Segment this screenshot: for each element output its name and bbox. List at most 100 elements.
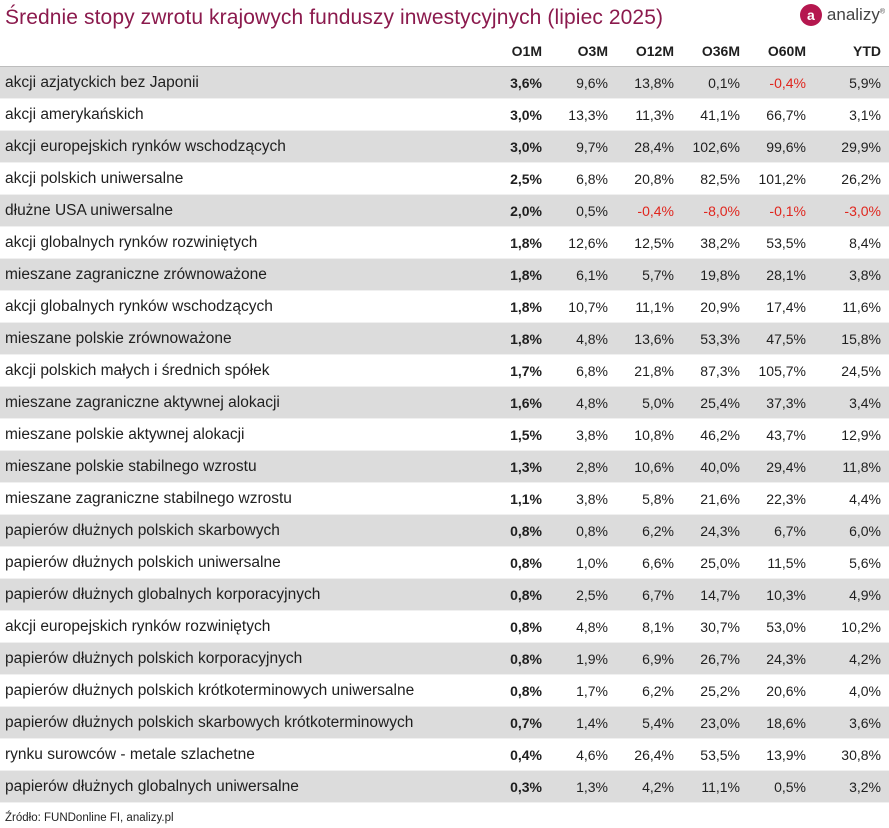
source-note: Źródło: FUNDonline FI, analizy.pl bbox=[5, 812, 174, 824]
fund-category-label: rynku surowców - metale szlachetne bbox=[0, 738, 484, 771]
cell-ytd: 3,6% bbox=[814, 706, 889, 739]
cell-o3m: 0,5% bbox=[550, 194, 616, 227]
cell-o12m: 12,5% bbox=[616, 226, 682, 259]
cell-o1m: 1,5% bbox=[484, 418, 550, 451]
cell-o1m: 0,8% bbox=[484, 610, 550, 643]
cell-o12m: 6,9% bbox=[616, 642, 682, 675]
cell-o60m: 101,2% bbox=[748, 162, 814, 195]
table-row: papierów dłużnych polskich krótkotermino… bbox=[0, 674, 889, 707]
cell-o12m: 26,4% bbox=[616, 738, 682, 771]
table-row: akcji azjatyckich bez Japonii 3,6% 9,6% 13,… bbox=[0, 66, 889, 99]
cell-o1m: 1,6% bbox=[484, 386, 550, 419]
cell-o36m: 25,0% bbox=[682, 546, 748, 579]
cell-o3m: 4,8% bbox=[550, 386, 616, 419]
cell-ytd: -3,0% bbox=[814, 194, 889, 227]
cell-o1m: 3,0% bbox=[484, 98, 550, 131]
cell-o12m: 5,7% bbox=[616, 258, 682, 291]
cell-o3m: 4,8% bbox=[550, 610, 616, 643]
cell-o36m: 46,2% bbox=[682, 418, 748, 451]
cell-o60m: 28,1% bbox=[748, 258, 814, 291]
table-row: mieszane polskie aktywnej alokacji 1,5% 3,… bbox=[0, 418, 889, 451]
cell-o36m: 30,7% bbox=[682, 610, 748, 643]
header-o3m: O3M bbox=[550, 35, 616, 67]
fund-category-label: papierów dłużnych polskich uniwersalne bbox=[0, 546, 484, 579]
cell-o1m: 0,8% bbox=[484, 674, 550, 707]
fund-category-label: mieszane zagraniczne zrównoważone bbox=[0, 258, 484, 291]
cell-o36m: 19,8% bbox=[682, 258, 748, 291]
cell-o12m: 11,1% bbox=[616, 290, 682, 323]
table-row: mieszane polskie stabilnego wzrostu 1,3% 2… bbox=[0, 450, 889, 483]
cell-o60m: 20,6% bbox=[748, 674, 814, 707]
table-row: mieszane zagraniczne stabilnego wzrostu 1… bbox=[0, 482, 889, 515]
cell-o60m: 13,9% bbox=[748, 738, 814, 771]
cell-o12m: 5,0% bbox=[616, 386, 682, 419]
cell-o3m: 3,8% bbox=[550, 418, 616, 451]
cell-o12m: 10,8% bbox=[616, 418, 682, 451]
fund-category-label: akcji polskich małych i średnich spółek bbox=[0, 354, 484, 387]
table-row: mieszane polskie zrównoważone 1,8% 4,8% 13,… bbox=[0, 322, 889, 355]
cell-o1m: 1,3% bbox=[484, 450, 550, 483]
cell-o12m: 6,2% bbox=[616, 514, 682, 547]
cell-o12m: 6,6% bbox=[616, 546, 682, 579]
cell-ytd: 5,9% bbox=[814, 66, 889, 99]
cell-o12m: 6,7% bbox=[616, 578, 682, 611]
fund-category-label: papierów dłużnych polskich skarbowych bbox=[0, 514, 484, 547]
fund-category-label: mieszane zagraniczne aktywnej alokacji bbox=[0, 386, 484, 419]
cell-ytd: 15,8% bbox=[814, 322, 889, 355]
cell-o12m: 5,8% bbox=[616, 482, 682, 515]
cell-o36m: -8,0% bbox=[682, 194, 748, 227]
cell-o1m: 2,5% bbox=[484, 162, 550, 195]
table-row: papierów dłużnych polskich uniwersalne 0,… bbox=[0, 546, 889, 579]
cell-o3m: 9,6% bbox=[550, 66, 616, 99]
cell-o1m: 0,3% bbox=[484, 770, 550, 803]
cell-o3m: 2,8% bbox=[550, 450, 616, 483]
cell-o12m: 21,8% bbox=[616, 354, 682, 387]
cell-o60m: -0,4% bbox=[748, 66, 814, 99]
cell-o12m: 10,6% bbox=[616, 450, 682, 483]
cell-ytd: 5,6% bbox=[814, 546, 889, 579]
cell-o36m: 53,5% bbox=[682, 738, 748, 771]
cell-o1m: 0,8% bbox=[484, 514, 550, 547]
cell-o3m: 4,6% bbox=[550, 738, 616, 771]
cell-o1m: 0,8% bbox=[484, 642, 550, 675]
header-ytd: YTD bbox=[814, 35, 889, 67]
cell-o36m: 11,1% bbox=[682, 770, 748, 803]
brand-logo: a analizy® bbox=[799, 4, 885, 26]
table-row: papierów dłużnych polskich skarbowych 0,8… bbox=[0, 514, 889, 547]
cell-o3m: 1,4% bbox=[550, 706, 616, 739]
header-category bbox=[0, 35, 484, 67]
cell-o36m: 25,4% bbox=[682, 386, 748, 419]
cell-o12m: 28,4% bbox=[616, 130, 682, 163]
cell-o60m: 66,7% bbox=[748, 98, 814, 131]
header-o12m: O12M bbox=[616, 35, 682, 67]
cell-ytd: 12,9% bbox=[814, 418, 889, 451]
analizy-logo-icon: a bbox=[799, 4, 822, 26]
cell-o3m: 12,6% bbox=[550, 226, 616, 259]
cell-ytd: 8,4% bbox=[814, 226, 889, 259]
cell-o3m: 1,7% bbox=[550, 674, 616, 707]
fund-category-label: papierów dłużnych globalnych uniwersalne bbox=[0, 770, 484, 803]
cell-o12m: 13,8% bbox=[616, 66, 682, 99]
cell-o60m: 47,5% bbox=[748, 322, 814, 355]
fund-category-label: dłużne USA uniwersalne bbox=[0, 194, 484, 227]
table-row: mieszane zagraniczne aktywnej alokacji 1,… bbox=[0, 386, 889, 419]
cell-o1m: 1,8% bbox=[484, 290, 550, 323]
cell-o60m: 43,7% bbox=[748, 418, 814, 451]
cell-o60m: 105,7% bbox=[748, 354, 814, 387]
header-o36m: O36M bbox=[682, 35, 748, 67]
fund-category-label: akcji europejskich rynków wschodzących bbox=[0, 130, 484, 163]
cell-o36m: 14,7% bbox=[682, 578, 748, 611]
fund-category-label: papierów dłużnych globalnych korporacyjn… bbox=[0, 578, 484, 611]
cell-ytd: 6,0% bbox=[814, 514, 889, 547]
cell-o1m: 1,8% bbox=[484, 258, 550, 291]
cell-o3m: 1,3% bbox=[550, 770, 616, 803]
cell-o36m: 20,9% bbox=[682, 290, 748, 323]
table-row: akcji polskich uniwersalne 2,5% 6,8% 20,8% 8… bbox=[0, 162, 889, 195]
cell-o60m: 29,4% bbox=[748, 450, 814, 483]
cell-o3m: 0,8% bbox=[550, 514, 616, 547]
fund-category-label: papierów dłużnych polskich korporacyjnyc… bbox=[0, 642, 484, 675]
cell-o3m: 13,3% bbox=[550, 98, 616, 131]
cell-o36m: 25,2% bbox=[682, 674, 748, 707]
cell-o1m: 0,7% bbox=[484, 706, 550, 739]
cell-ytd: 3,2% bbox=[814, 770, 889, 803]
